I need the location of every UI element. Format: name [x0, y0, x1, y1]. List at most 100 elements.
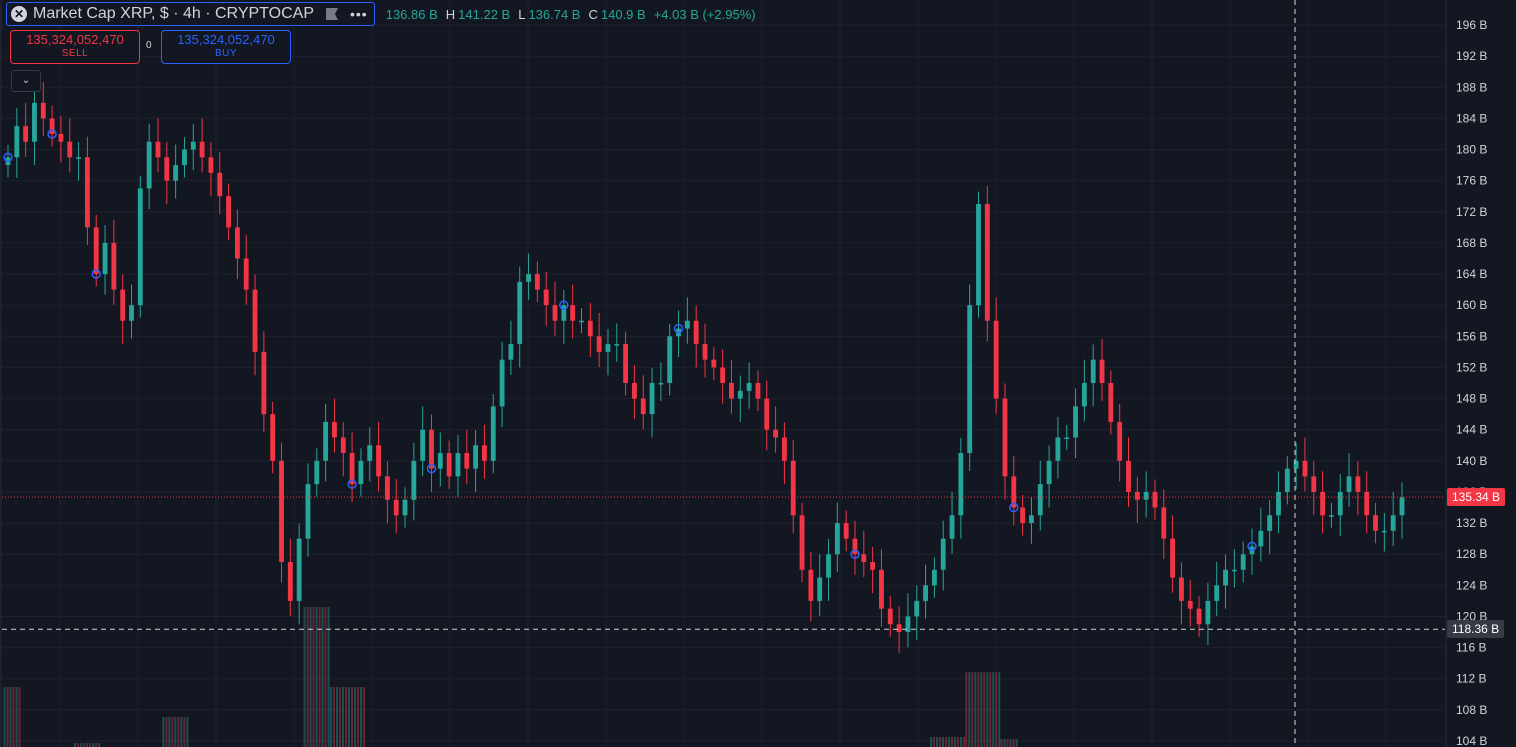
candle [349, 432, 355, 503]
candle [914, 585, 920, 640]
volume-bar [80, 743, 83, 747]
candle-body [579, 320, 584, 323]
candle [614, 323, 620, 362]
candle-body [702, 344, 708, 360]
ohlc-close-value: 140.9 B [600, 6, 646, 22]
candle [1311, 461, 1317, 516]
candle [1328, 502, 1334, 528]
candle-body [305, 484, 311, 539]
candle-body [411, 460, 417, 500]
ohlc-low-key: L [518, 6, 526, 22]
candle-body [393, 499, 399, 516]
candle-body [384, 476, 390, 500]
candle [332, 398, 337, 453]
event-marker[interactable] [47, 129, 57, 139]
y-tick-label: 144 B [1456, 423, 1487, 437]
candle-body [508, 344, 514, 360]
candle-body [1134, 491, 1140, 500]
candle [993, 297, 999, 414]
spread-value: 0 [146, 40, 152, 51]
candle-body [190, 141, 196, 150]
candle-body [332, 421, 337, 438]
y-tick-label: 180 B [1456, 143, 1487, 157]
candle [455, 435, 461, 498]
candle [517, 266, 523, 368]
candle-body [746, 383, 752, 391]
event-marker[interactable] [1247, 541, 1257, 552]
volume-bar [342, 687, 345, 747]
candle-body [173, 165, 179, 181]
volume-bar [354, 687, 357, 747]
candle-body [649, 383, 655, 415]
candle-body [993, 320, 999, 399]
event-marker[interactable] [3, 152, 13, 163]
candle-body [905, 616, 911, 633]
candle-body [1055, 437, 1061, 461]
candle [667, 323, 673, 396]
candle-body [1223, 569, 1228, 586]
event-marker[interactable] [559, 300, 569, 310]
candle [1055, 416, 1061, 479]
candle-body [658, 383, 664, 385]
buy-button[interactable]: 135,324,052,470 BUY [161, 30, 291, 64]
candle-body [234, 227, 240, 259]
event-marker[interactable] [426, 463, 437, 474]
flag-icon[interactable] [326, 8, 338, 20]
event-marker[interactable] [347, 479, 357, 489]
candle-body [1037, 484, 1043, 516]
candle-body [490, 406, 496, 461]
candle-body [367, 445, 373, 461]
volume-bar [947, 737, 950, 747]
volume-bar [929, 737, 932, 747]
candle [208, 142, 214, 197]
candle-body [958, 453, 964, 516]
candle [1081, 359, 1087, 422]
candle [84, 136, 90, 246]
collapse-button[interactable]: ⌄ [11, 70, 41, 92]
candle [623, 331, 629, 396]
candle-body [1240, 554, 1246, 570]
candle [1223, 554, 1228, 609]
candle [1064, 425, 1070, 450]
event-marker[interactable] [673, 323, 684, 334]
candle [49, 105, 55, 147]
candle [561, 289, 567, 345]
candle [879, 549, 884, 627]
symbol-box[interactable]: ✕ Market Cap XRP, $ · 4h · CRYPTOCAP ••• [6, 2, 375, 26]
candle-body [67, 141, 73, 158]
candle [1346, 453, 1352, 508]
candle [887, 596, 893, 637]
candle-body [473, 445, 479, 469]
y-tick-label: 128 B [1456, 547, 1487, 561]
candle-body [861, 554, 867, 562]
event-marker[interactable] [91, 269, 101, 279]
event-marker[interactable] [1009, 502, 1019, 513]
y-tick-label: 108 B [1456, 703, 1487, 717]
candle [852, 520, 858, 575]
candle [631, 365, 637, 420]
candle [808, 551, 814, 622]
candle [1170, 515, 1176, 593]
candle [1037, 460, 1043, 531]
candle [958, 437, 964, 539]
event-marker[interactable] [850, 549, 860, 559]
volume-bar [15, 687, 18, 747]
candle-body [667, 336, 673, 383]
candle-body [1214, 585, 1220, 601]
candle [67, 118, 73, 173]
volume-bar [351, 687, 354, 747]
candle [1126, 437, 1131, 508]
candle-body [631, 383, 637, 399]
close-icon[interactable]: ✕ [11, 6, 27, 22]
candle-body [49, 118, 55, 134]
more-dots-icon[interactable]: ••• [350, 6, 368, 22]
candle [570, 284, 576, 339]
symbol-title: Market Cap XRP, $ · 4h · CRYPTOCAP [33, 5, 314, 22]
candle [429, 414, 434, 492]
candle [755, 370, 761, 412]
candle-body [1020, 507, 1026, 524]
sell-button[interactable]: 135,324,052,470 SELL [10, 30, 140, 64]
candle-body [137, 188, 143, 306]
